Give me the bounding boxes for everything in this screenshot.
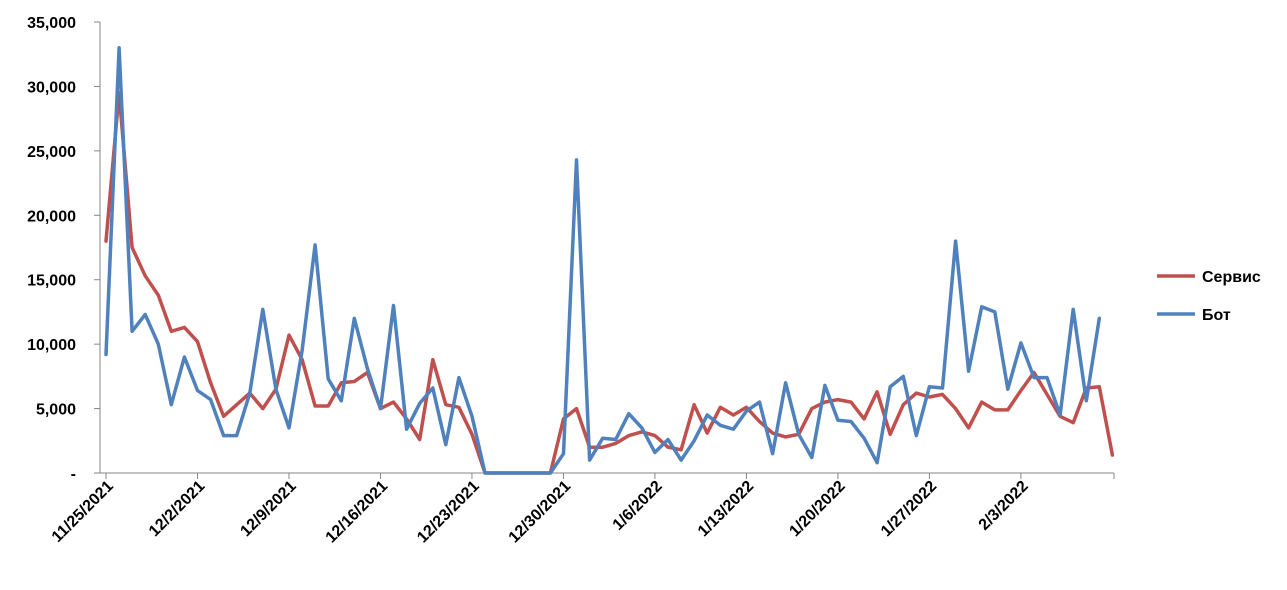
x-tick-label: 1/6/2022 xyxy=(610,478,666,534)
x-axis-ticks: 11/25/2021 12/2/2021 12/9/2021 12/16/2021 12… xyxy=(49,473,1115,547)
x-tick-label: 12/30/2021 xyxy=(506,478,575,547)
y-tick-label: 5,000 xyxy=(36,402,76,419)
series-layer xyxy=(104,46,1115,475)
x-tick-label: 11/25/2021 xyxy=(49,478,117,546)
x-tick-label: 1/27/2022 xyxy=(878,478,940,540)
y-tick-label: 35,000 xyxy=(27,15,76,32)
y-tick-label: 25,000 xyxy=(27,144,76,161)
legend-label: Бот xyxy=(1202,307,1231,324)
x-tick-label: 1/13/2022 xyxy=(695,478,757,540)
x-tick-label: 1/20/2022 xyxy=(786,478,848,540)
x-tick-label: 12/9/2021 xyxy=(237,478,299,540)
legend-label: Сервис xyxy=(1202,269,1261,286)
y-tick-label: 10,000 xyxy=(27,337,76,354)
series-line-0 xyxy=(104,91,1115,475)
x-tick-label: 2/3/2022 xyxy=(976,478,1032,534)
legend: Сервис Бот xyxy=(1157,269,1261,324)
x-tick-label: 12/2/2021 xyxy=(146,478,208,540)
y-tick-label: 15,000 xyxy=(27,273,76,290)
x-tick-label: 12/16/2021 xyxy=(323,478,392,547)
y-tick-label: - xyxy=(71,466,76,483)
chart-axes xyxy=(99,22,1114,474)
x-tick-label: 12/23/2021 xyxy=(414,478,483,547)
y-tick-label: 30,000 xyxy=(27,79,76,96)
y-axis-ticks: - 5,000 10,000 15,000 20,000 25,000 30,000 35,0… xyxy=(27,15,100,483)
series-line-1 xyxy=(104,46,1102,475)
y-tick-label: 20,000 xyxy=(27,208,76,225)
